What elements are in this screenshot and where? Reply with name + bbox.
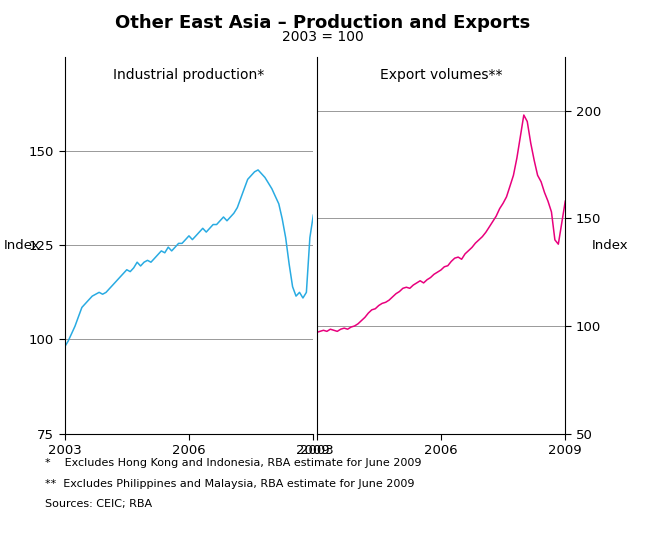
Text: Export volumes**: Export volumes**	[380, 68, 502, 82]
Text: 2003 = 100: 2003 = 100	[282, 30, 364, 44]
Text: Index: Index	[592, 239, 629, 251]
Text: Other East Asia – Production and Exports: Other East Asia – Production and Exports	[116, 14, 530, 31]
Text: Sources: CEIC; RBA: Sources: CEIC; RBA	[45, 499, 152, 509]
Text: Industrial production*: Industrial production*	[113, 68, 265, 82]
Text: Index: Index	[4, 239, 41, 251]
Text: *    Excludes Hong Kong and Indonesia, RBA estimate for June 2009: * Excludes Hong Kong and Indonesia, RBA …	[45, 458, 422, 468]
Text: **  Excludes Philippines and Malaysia, RBA estimate for June 2009: ** Excludes Philippines and Malaysia, RB…	[45, 479, 415, 488]
